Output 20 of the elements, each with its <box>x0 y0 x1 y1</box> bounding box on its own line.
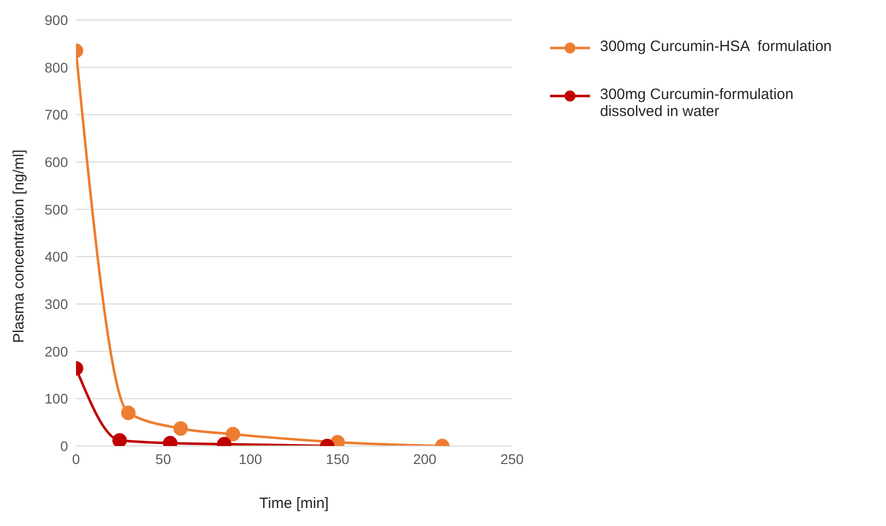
x-tick-label: 200 <box>413 450 437 467</box>
legend-label: 300mg Curcumin-HSA formulation <box>600 38 833 55</box>
y-tick-label: 900 <box>44 12 68 28</box>
x-tick-label: 150 <box>326 450 350 467</box>
x-tick-label: 250 <box>500 450 524 467</box>
x-tick-label: 0 <box>72 450 80 467</box>
y-tick-label: 0 <box>60 438 68 454</box>
legend-label: 300mg Curcumin-formulation dissolved in water <box>600 86 794 120</box>
y-tick-label: 100 <box>44 390 68 407</box>
y-tick-label: 500 <box>44 201 68 218</box>
y-tick-label: 200 <box>44 343 68 360</box>
x-axis-title: Time [min] <box>259 495 329 512</box>
y-tick-label: 400 <box>44 248 68 265</box>
y-tick-label: 800 <box>44 59 68 76</box>
x-tick-label: 50 <box>155 450 172 467</box>
y-tick-label: 700 <box>44 106 68 123</box>
y-axis-title: Plasma concentration [ng/ml] <box>10 150 28 343</box>
x-tick-label: 100 <box>238 450 262 467</box>
y-tick-label: 600 <box>44 154 68 170</box>
y-tick-label: 300 <box>44 296 68 312</box>
